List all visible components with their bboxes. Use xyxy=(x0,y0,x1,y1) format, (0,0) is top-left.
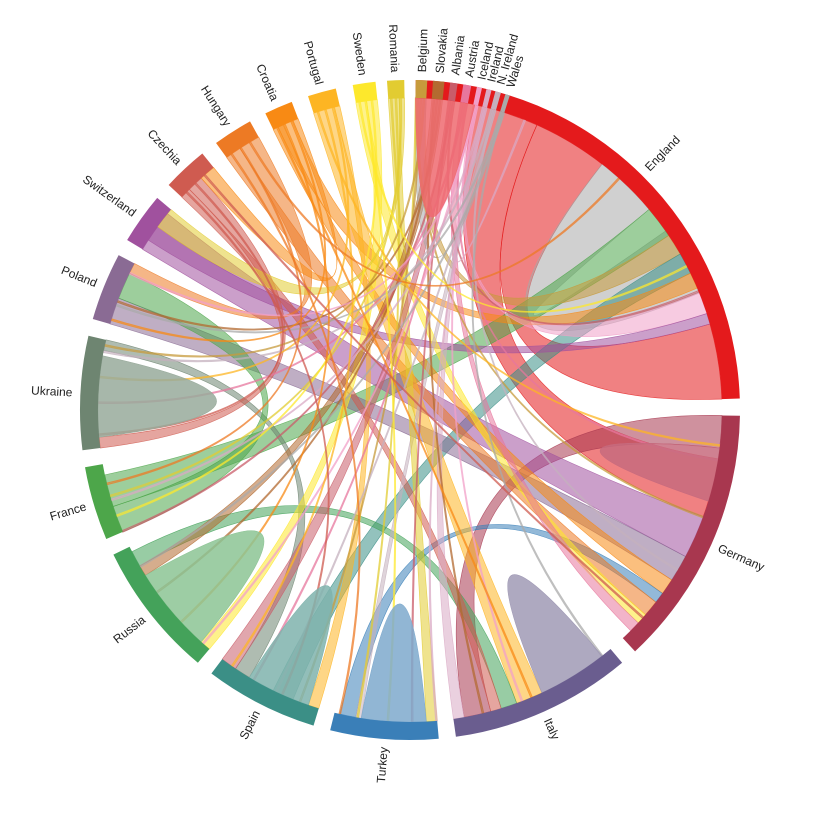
label-czechia: Czechia xyxy=(145,126,185,167)
arc-turkey[interactable] xyxy=(330,712,439,740)
arc-ukraine[interactable] xyxy=(80,335,106,451)
label-albania: Albania xyxy=(448,34,467,76)
petal-spain xyxy=(248,585,333,706)
label-switzerland: Switzerland xyxy=(80,172,139,219)
thin-chord-iceland-italy xyxy=(451,104,524,703)
arc-spain[interactable] xyxy=(211,659,319,726)
thin-chord-croatia-poland xyxy=(110,120,326,343)
label-belgium: Belgium xyxy=(415,29,431,73)
label-france: France xyxy=(48,499,88,523)
arc-hungary[interactable] xyxy=(216,121,259,158)
arc-romania[interactable] xyxy=(386,80,405,99)
label-england: England xyxy=(642,133,683,174)
arc-ireland[interactable] xyxy=(482,88,492,108)
arc-wales[interactable] xyxy=(500,94,510,113)
label-croatia: Croatia xyxy=(253,62,281,103)
arc-portugal[interactable] xyxy=(308,88,340,114)
label-italy: Italy xyxy=(541,716,563,742)
label-turkey: Turkey xyxy=(374,746,391,783)
arc-croatia[interactable] xyxy=(265,101,299,130)
arc-italy[interactable] xyxy=(453,649,623,737)
arc-austria[interactable] xyxy=(460,84,472,104)
label-austria: Austria xyxy=(462,39,482,79)
petal-ukraine xyxy=(97,355,217,438)
ribbon-ukraine-czechia xyxy=(98,177,286,449)
arc-switzerland[interactable] xyxy=(127,197,171,250)
arc-belgium[interactable] xyxy=(415,80,428,99)
label-hungary: Hungary xyxy=(198,83,234,129)
chord-ribbons xyxy=(97,97,723,723)
petal-italy xyxy=(507,574,603,694)
thin-chord-wales-italy xyxy=(471,111,604,658)
label-sweden: Sweden xyxy=(350,31,370,76)
ribbon-germany-croatia xyxy=(272,124,673,594)
thin-chord-croatia-italy xyxy=(275,126,533,699)
arc-poland[interactable] xyxy=(92,255,135,325)
petal-russia xyxy=(144,530,265,643)
label-slovakia: Slovakia xyxy=(433,27,451,74)
ribbon-italy-czechia xyxy=(181,188,502,712)
thin-chord-ireland-turkey xyxy=(428,106,488,722)
label-poland: Poland xyxy=(59,263,99,290)
arc-sweden[interactable] xyxy=(352,81,378,103)
thin-chord-iceland-russia xyxy=(201,103,476,645)
petal-germany xyxy=(599,442,721,502)
team-arcs xyxy=(80,80,740,740)
arc-germany[interactable] xyxy=(622,415,740,652)
thin-chord-hungary-france xyxy=(105,146,303,486)
ribbon-spain-portugal xyxy=(308,105,371,709)
petal-england xyxy=(415,97,476,218)
label-ukraine: Ukraine xyxy=(31,383,73,399)
arc-russia[interactable] xyxy=(113,546,210,663)
label-spain: Spain xyxy=(237,708,263,742)
label-russia: Russia xyxy=(111,613,149,647)
thin-chord-romania-france xyxy=(109,97,403,498)
arc-n-ireland[interactable] xyxy=(490,91,501,111)
label-germany: Germany xyxy=(716,541,767,574)
thin-chord-sweden-france xyxy=(115,99,378,518)
label-romania: Romania xyxy=(386,24,402,73)
ribbon-switzerland-romania xyxy=(157,97,405,295)
arc-czechia[interactable] xyxy=(168,153,214,198)
arc-slovakia[interactable] xyxy=(431,80,445,100)
arc-albania[interactable] xyxy=(448,82,458,102)
thin-chord-belgium-ukraine xyxy=(103,97,426,358)
arc-england[interactable] xyxy=(415,80,740,400)
petal-turkey xyxy=(360,603,427,723)
thin-chord-portugal-germany xyxy=(316,110,721,447)
ribbon-czechia-croatia xyxy=(200,118,338,282)
label-portugal: Portugal xyxy=(301,39,326,86)
ribbon-italy-ireland xyxy=(436,106,488,720)
arc-france[interactable] xyxy=(85,464,123,539)
arc-iceland[interactable] xyxy=(473,86,482,106)
